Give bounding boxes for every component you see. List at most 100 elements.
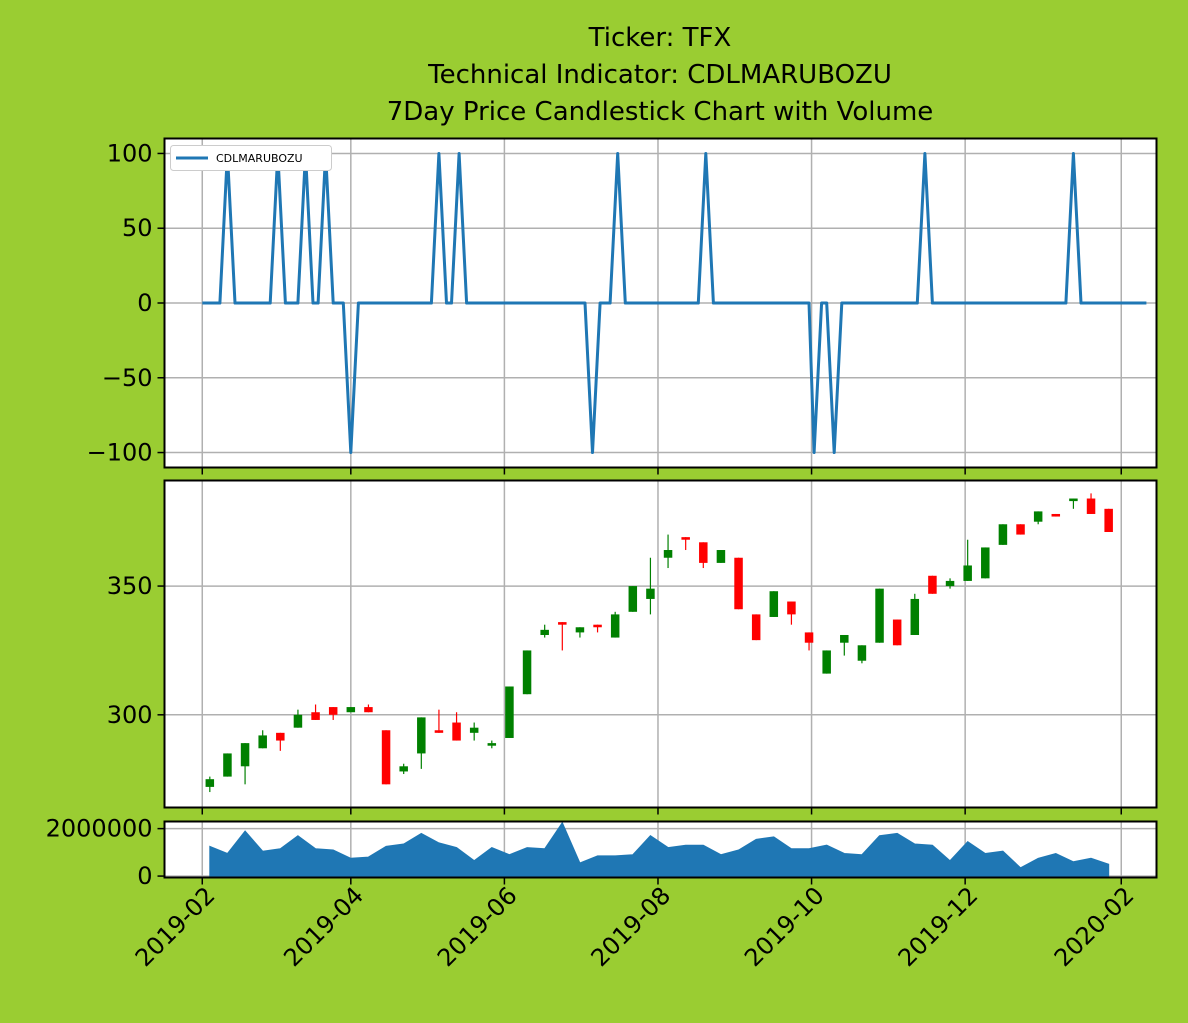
candle-body [434, 730, 444, 733]
indicator-legend: CDLMARUBOZU [170, 145, 332, 171]
candle [575, 627, 585, 638]
title-line-2: Technical Indicator: CDLMARUBOZU [427, 60, 892, 90]
y-tick-label: 300 [107, 701, 153, 729]
x-tick-label: 2019-06 [432, 881, 523, 972]
candle [364, 704, 373, 713]
candle [857, 645, 867, 664]
indicator-frame [163, 137, 1158, 469]
candle [399, 763, 408, 775]
candle [258, 730, 267, 749]
legend-box [170, 145, 332, 171]
candle-body [540, 629, 549, 635]
candle-body [857, 645, 867, 661]
candle [240, 743, 250, 785]
candle [892, 619, 902, 646]
candle [840, 634, 849, 656]
y-tick-label: −100 [87, 439, 153, 467]
candle [223, 753, 232, 777]
candle [487, 740, 497, 749]
candle-body [928, 575, 937, 594]
candle [469, 722, 479, 741]
candle-body [1016, 524, 1025, 535]
indicator-series-line [202, 152, 1147, 454]
y-tick-label: 2000000 [46, 815, 153, 843]
candle [663, 534, 673, 569]
candle-body [575, 627, 585, 633]
candle [981, 547, 990, 579]
candle [434, 709, 444, 733]
candle-body [751, 614, 761, 641]
x-axis: 2019-02 2019-04 2019-06 2019-08 2019-10 2019-… [130, 881, 1140, 972]
candle-body [628, 586, 638, 612]
candle-body [734, 557, 743, 610]
candle [593, 624, 602, 633]
candle [1016, 524, 1025, 535]
candle-body [1051, 513, 1061, 517]
candle [522, 650, 532, 695]
candle-body [769, 591, 779, 617]
candle [505, 686, 514, 738]
candle-body [223, 753, 232, 777]
y-tick-label: 0 [137, 289, 152, 317]
candle [875, 588, 884, 643]
candle [787, 601, 796, 625]
candle [1086, 493, 1096, 514]
y-tick-label: −50 [102, 364, 153, 392]
candle-body [276, 732, 285, 741]
chart-title: Ticker: TFX Technical Indicator: CDLMARU… [387, 23, 934, 127]
candle-body [311, 712, 320, 720]
candle [910, 593, 920, 635]
candle [751, 614, 761, 641]
candle [963, 539, 972, 581]
x-tick-label: 2020-02 [1049, 881, 1140, 972]
volume-area [209, 821, 1110, 877]
title-line-1: Ticker: TFX [588, 23, 732, 53]
candle-body [699, 542, 708, 563]
candle-body [1104, 508, 1113, 532]
candle-body [998, 524, 1008, 545]
candle-body [945, 580, 955, 587]
candle-body [910, 598, 920, 635]
candle-body [399, 766, 408, 772]
x-tick-label: 2019-08 [586, 881, 677, 972]
x-tick-label: 2019-12 [893, 881, 984, 972]
candle [346, 707, 356, 713]
candle [205, 776, 215, 793]
candle-body [875, 588, 884, 643]
candle-body [716, 550, 726, 563]
candle-body [558, 622, 567, 625]
candle-body [663, 550, 673, 558]
candle-body [963, 565, 972, 581]
candle-body [840, 634, 849, 643]
candle-body [522, 650, 532, 695]
candle [1051, 513, 1061, 517]
candle [646, 557, 655, 615]
candle [293, 709, 303, 728]
candle [452, 712, 461, 741]
price-frame [163, 479, 1158, 809]
title-line-3: 7Day Price Candlestick Chart with Volume [387, 97, 934, 127]
candle [716, 550, 726, 563]
candle-body [646, 588, 655, 599]
candle-body [804, 632, 814, 643]
y-tick-label: 100 [107, 139, 153, 167]
indicator-panel: −100 −50 0 50 100 CDLMARUBOZU [87, 137, 1158, 475]
candle-body [293, 714, 303, 728]
candle-body [469, 727, 479, 733]
x-tick-label: 2019-10 [739, 881, 830, 972]
volume-y-axis: 0 2000000 [46, 815, 165, 890]
candle [1069, 498, 1078, 509]
candle [610, 611, 620, 638]
candle [311, 704, 320, 720]
price-panel: 300 350 [107, 479, 1158, 815]
candle-body [787, 601, 796, 615]
candle-body [505, 686, 514, 738]
candle-body [240, 743, 250, 767]
price-plot-area [164, 480, 1157, 808]
candle [1033, 511, 1043, 525]
candle-body [610, 614, 620, 638]
candle [276, 732, 285, 751]
candle-body [417, 717, 426, 754]
x-tick-label: 2019-04 [278, 881, 369, 972]
candle [681, 537, 690, 551]
